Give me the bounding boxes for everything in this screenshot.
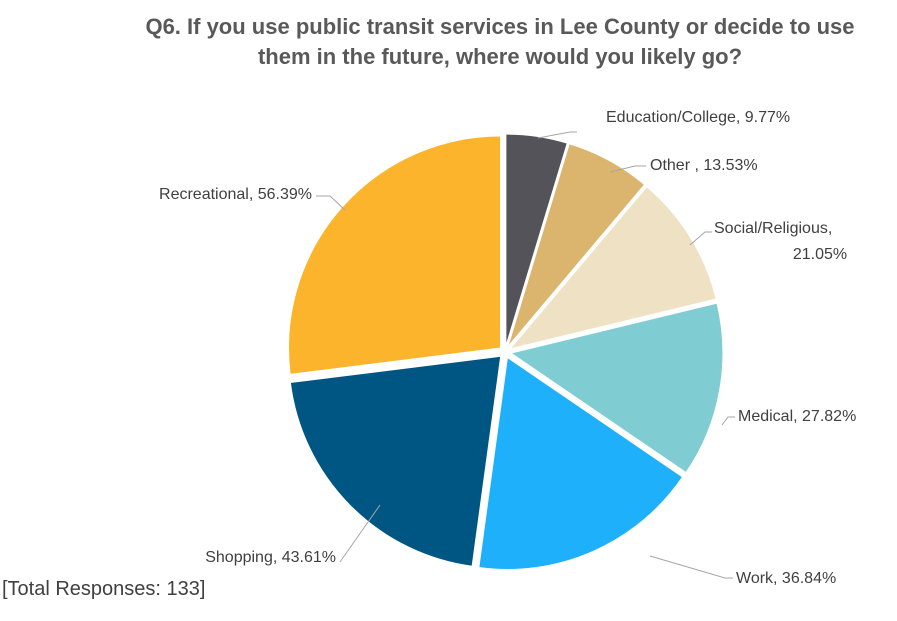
leader-line: [721, 416, 735, 426]
pie-slice-other: [507, 143, 646, 348]
total-responses: [Total Responses: 133]: [2, 578, 206, 600]
slice-label: Education/College, 9.77%: [606, 109, 790, 126]
leader-line: [649, 555, 733, 579]
slice-label: Shopping, 43.61%: [205, 549, 336, 566]
leader-line: [537, 131, 577, 139]
chart-title-line-1: Q6. If you use public transit services i…: [145, 14, 855, 39]
pie-slice-education-college: [505, 133, 568, 347]
leader-line: [609, 165, 646, 173]
leader-line: [316, 195, 346, 211]
pie-slice-work: [478, 356, 684, 570]
leader-line: [339, 504, 381, 563]
slice-label: Medical, 27.82%: [738, 408, 856, 425]
slice-label: Work, 36.84%: [736, 570, 836, 587]
pie-slice-shopping: [289, 355, 502, 567]
chart-title: Q6. If you use public transit services i…: [100, 12, 897, 72]
pie-slice-social-religious: [508, 186, 717, 350]
slice-label: Social/Religious, 21.05%: [714, 220, 847, 263]
chart-title-line-2: them in the future, where would you like…: [257, 44, 743, 69]
leader-line: [689, 231, 712, 246]
pie-slice-medical: [509, 302, 724, 474]
pie-slice-recreational: [288, 135, 502, 375]
slice-label: Other , 13.53%: [650, 157, 758, 174]
slice-label: Recreational, 56.39%: [159, 186, 312, 203]
